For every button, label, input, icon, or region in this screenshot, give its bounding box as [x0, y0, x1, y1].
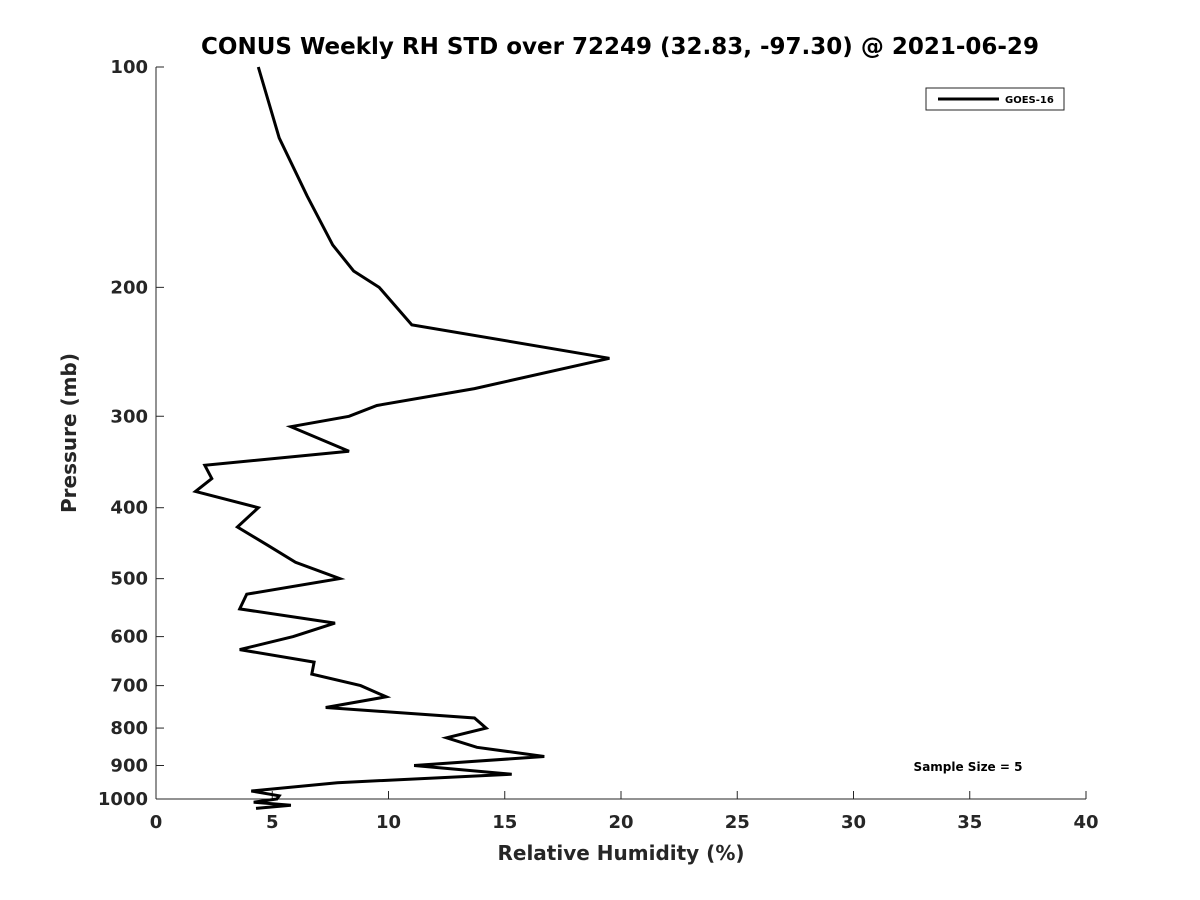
- sample-size-annotation: Sample Size = 5: [914, 760, 1023, 774]
- x-tick-label: 35: [957, 812, 982, 833]
- y-tick-label: 300: [110, 406, 148, 427]
- y-tick-label: 400: [110, 498, 148, 519]
- x-tick-label: 40: [1073, 812, 1098, 833]
- chart-title: CONUS Weekly RH STD over 72249 (32.83, -…: [201, 34, 1039, 60]
- series-line-goes16: [192, 66, 610, 810]
- x-axis-label: Relative Humidity (%): [497, 841, 744, 865]
- x-tick-label: 5: [266, 812, 279, 833]
- x-tick-label: 0: [150, 812, 163, 833]
- y-tick-label: 600: [110, 627, 148, 648]
- y-axis-label: Pressure (mb): [57, 353, 81, 513]
- y-tick-label: 800: [110, 718, 148, 739]
- x-tick-label: 15: [492, 812, 517, 833]
- y-axis-ticks: 100 200 300 400 500 600 700 800 900 1000: [98, 57, 164, 810]
- legend: GOES-16: [925, 87, 1065, 111]
- y-tick-label: 500: [110, 569, 148, 590]
- x-tick-label: 25: [725, 812, 750, 833]
- y-tick-label: 1000: [98, 789, 148, 810]
- x-tick-label: 30: [841, 812, 866, 833]
- y-tick-label: 900: [110, 756, 148, 777]
- y-tick-label: 200: [110, 277, 148, 298]
- x-axis-ticks: 0 5 10 15 20 25 30 35 40: [150, 791, 1099, 833]
- legend-label: GOES-16: [1005, 95, 1054, 106]
- x-tick-label: 20: [608, 812, 633, 833]
- y-tick-label: 700: [110, 676, 148, 697]
- y-tick-label: 100: [110, 57, 148, 78]
- x-tick-label: 10: [376, 812, 401, 833]
